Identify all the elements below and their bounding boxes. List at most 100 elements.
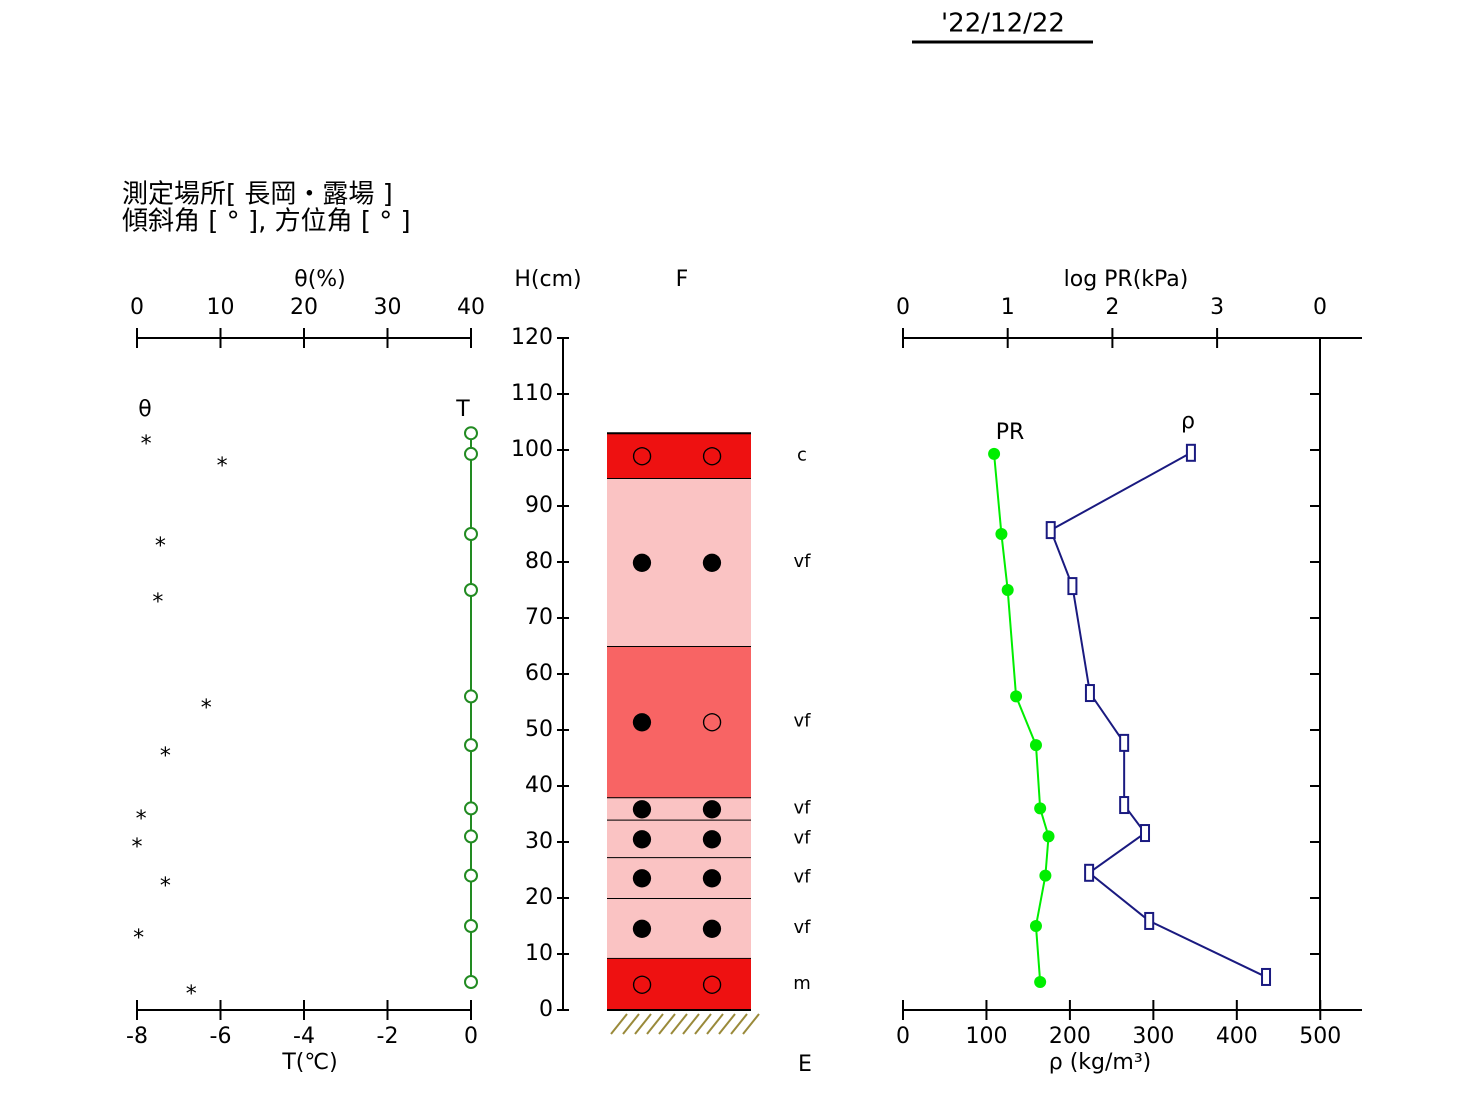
point [464,426,478,441]
point: * [141,432,152,457]
point: * [133,926,144,951]
h-tick-label: 100 [511,437,553,462]
ground-hatch [634,1013,652,1035]
bottom-tick-label: 200 [1049,1024,1091,1049]
grain-shape: ● [632,863,653,891]
legend-label: PR [996,420,1025,445]
grain-size: vf [794,917,812,938]
series-line [1049,451,1267,978]
point [464,527,478,541]
top-tick-label: 30 [374,295,402,320]
point [1084,684,1095,703]
grain-shape: ● [632,547,653,575]
bottom-tick-label: 500 [1299,1024,1341,1049]
point [1119,796,1130,815]
point: * [217,454,228,479]
point [1042,830,1055,843]
point [1029,739,1042,752]
grain-size: m [793,973,811,994]
bottom-axis-label: ρ (kg/m³) [1049,1050,1152,1075]
series-line [993,453,1050,983]
bottom-tick-label: -6 [210,1024,232,1049]
point [464,738,478,753]
h-tick-label: 40 [525,773,553,798]
bottom-tick-label: -8 [126,1024,148,1049]
ground-hatch [706,1013,724,1035]
h-tick-label: 30 [525,829,553,854]
grain-shape: ● [702,823,723,851]
top-tick-label: 20 [290,295,318,320]
grain-shape: ● [702,793,723,821]
point [1185,443,1196,462]
point [1119,733,1130,752]
grain-shape: ● [632,793,653,821]
point [464,975,478,989]
top-tick-label: 2 [1105,295,1119,320]
h-tick-label: 10 [525,941,553,966]
layer [607,646,751,798]
layer [607,819,751,858]
top-axis-label: log PR(kPa) [1064,267,1189,292]
point [464,446,478,461]
corner-label: 0 [1313,295,1327,320]
grain-shape: ● [702,547,723,575]
ground-hatch [730,1013,748,1035]
top-tick-label: 0 [896,295,910,320]
column-title: F [676,267,689,292]
ground-hatch [694,1013,712,1035]
point [1067,577,1078,596]
point [1029,920,1042,932]
point [464,583,478,597]
grain-shape: ○ [632,441,653,469]
point: * [160,874,171,899]
layer [607,957,751,1010]
grain-shape: ● [632,823,653,851]
h-tick-label: 60 [525,661,553,686]
point [995,528,1008,540]
grain-shape: ● [702,913,723,941]
top-tick-label: 1 [1001,295,1015,320]
legend-label: θ [138,397,151,422]
bottom-tick-label: -4 [293,1024,315,1049]
top-tick-label: 10 [207,295,235,320]
h-tick-label: 20 [525,885,553,910]
bottom-tick-label: -2 [377,1024,399,1049]
grain-shape: ● [632,913,653,941]
top-axis-label: θ(%) [294,267,346,292]
h-tick-label: 80 [525,549,553,574]
point: * [186,982,197,1007]
h-tick-label: 0 [539,997,553,1022]
point [1045,521,1056,540]
bottom-tick-label: 100 [965,1024,1007,1049]
point [1084,863,1095,882]
h-axis-label: H(cm) [514,267,581,292]
point: * [155,534,166,559]
angles: 傾斜角 [ ° ], 方位角 [ ° ] [122,207,411,237]
layer [607,478,751,646]
point [464,801,478,816]
top-tick-label: 3 [1210,295,1224,320]
grain-shape: ○ [702,707,723,735]
legend-label: ρ [1181,409,1195,434]
grain-size: c [797,445,807,466]
point [1010,690,1023,703]
bottom-axis-label: T(℃) [281,1050,337,1075]
point [1034,976,1047,988]
grain-size: vf [794,551,812,572]
layer [607,797,751,820]
point [464,829,478,844]
grain-size: vf [794,827,812,848]
h-tick-label: 50 [525,717,553,742]
grain-shape: ● [702,863,723,891]
point: * [152,590,163,615]
point [1001,584,1014,596]
top-tick-label: 40 [457,295,485,320]
grain-size: vf [794,867,812,888]
grain-shape: ● [632,707,653,735]
ground-hatch [718,1013,736,1035]
point: * [132,835,143,860]
legend-label: T [455,397,470,422]
h-tick-label: 120 [511,325,553,350]
date: '22/12/22 [941,9,1065,39]
